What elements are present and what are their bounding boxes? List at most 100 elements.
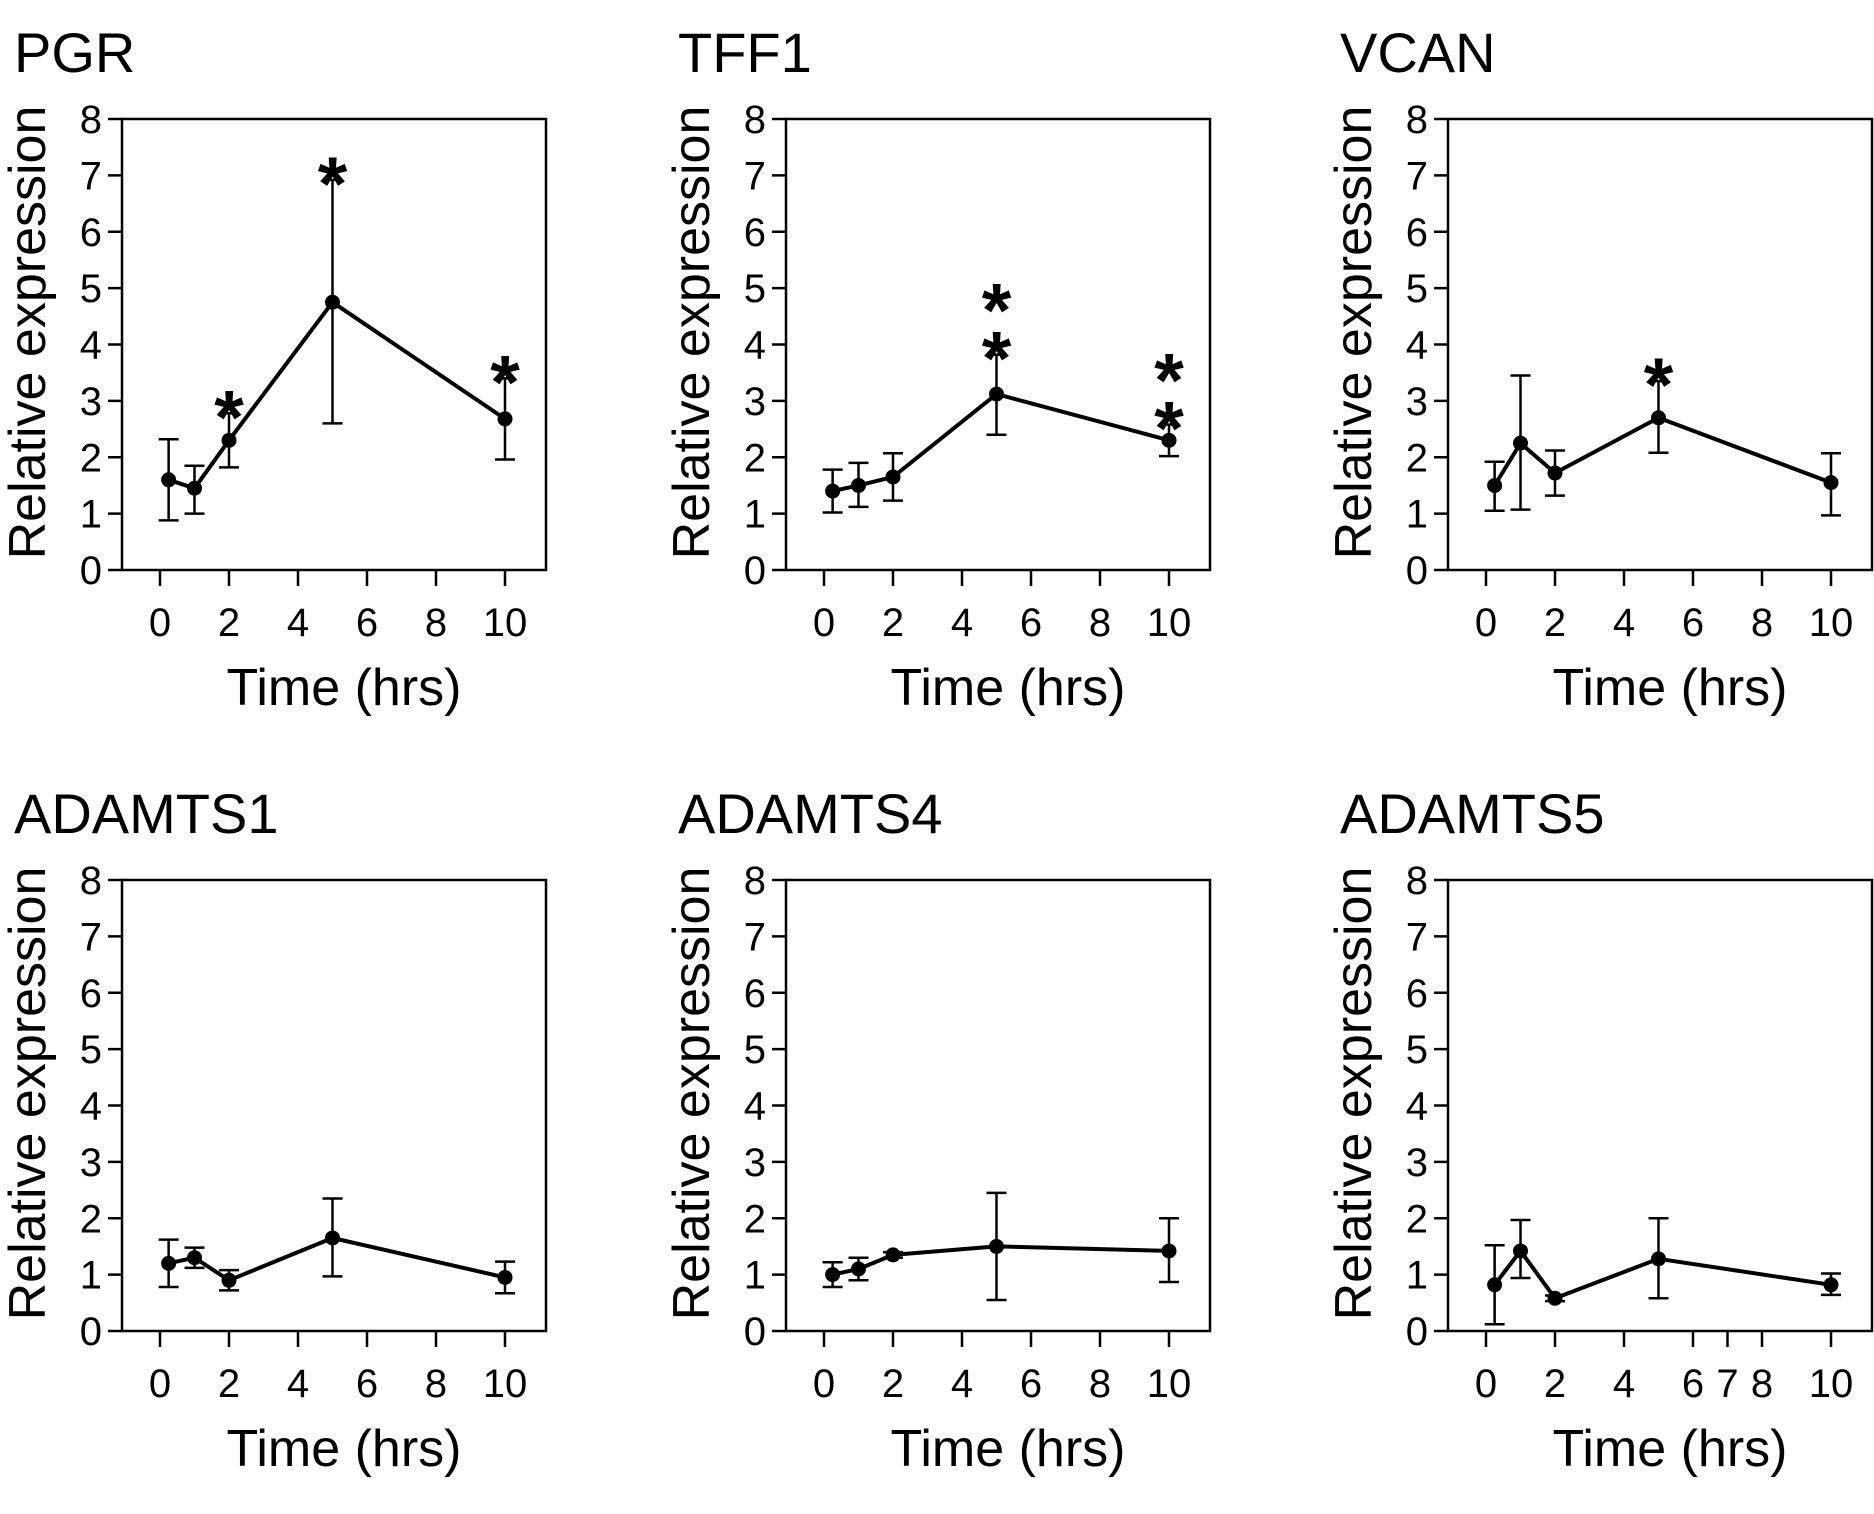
y-tick-label: 1 (744, 493, 766, 537)
significance-asterisk: * (490, 340, 520, 425)
y-tick-label: 6 (744, 211, 766, 255)
panel-title: TFF1 (678, 21, 812, 84)
y-tick-label: 3 (1406, 1141, 1428, 1185)
data-point (1651, 410, 1666, 426)
panel-adamts1: ADAMTS1 0 1 2 3 4 5 6 7 8 0 2 4 6 8 10 Time (hrs) Relativ… (0, 782, 548, 1478)
significance-asterisk: * (1154, 387, 1184, 472)
y-tick-label: 4 (1406, 324, 1428, 368)
significance-asterisk: * (982, 317, 1012, 402)
data-point (1487, 1277, 1503, 1293)
data-point (1161, 432, 1177, 448)
y-tick-label: 3 (80, 380, 102, 424)
x-axis-label: Time (hrs) (891, 659, 1126, 717)
plot-frame (120, 878, 548, 1333)
y-tick-label: 5 (1406, 1028, 1428, 1072)
y-tick-label: 6 (744, 972, 766, 1016)
y-tick-label: 6 (1406, 211, 1428, 255)
x-tick-label: 10 (483, 601, 528, 645)
y-tick-label: 2 (1406, 436, 1428, 480)
significance-asterisk: * (318, 142, 348, 227)
y-tick-label: 1 (80, 493, 102, 537)
significance-asterisk: * (214, 375, 244, 460)
data-point (1513, 435, 1528, 451)
y-axis-label: Relative expression (0, 867, 57, 1321)
y-tick-label: 1 (1406, 1254, 1428, 1298)
data-point (161, 1255, 177, 1271)
y-tick-label: 8 (1406, 859, 1428, 903)
y-axis-label: Relative expression (663, 106, 721, 560)
y-tick-label: 8 (80, 98, 102, 142)
x-tick-label: 2 (1544, 601, 1566, 645)
data-point (325, 1230, 340, 1246)
data-point (885, 1247, 901, 1263)
x-tick-label: 10 (483, 1362, 528, 1406)
data-point (1651, 1251, 1666, 1267)
panel-pgr: PGR 0 1 2 3 4 5 6 7 8 0 2 4 6 8 10 Time (hrs) Relative ex… (0, 21, 548, 717)
y-tick-label: 8 (744, 98, 766, 142)
data-point (1547, 465, 1563, 481)
x-tick-label: 2 (882, 601, 904, 645)
y-tick-label: 5 (1406, 267, 1428, 311)
y-tick-label: 4 (744, 1085, 766, 1129)
x-tick-label: 6 (356, 1362, 378, 1406)
x-tick-label: 0 (813, 1362, 835, 1406)
y-tick-label: 4 (744, 324, 766, 368)
y-axis-label: Relative expression (663, 867, 721, 1321)
y-axis-label: Relative expression (1325, 106, 1383, 560)
x-tick-label: 0 (149, 1362, 171, 1406)
x-tick-label: 6 (1020, 601, 1042, 645)
panel-tff1: TFF1 0 1 2 3 4 5 6 7 8 0 2 4 6 8 10 Time (hrs) Relative e… (663, 21, 1212, 717)
x-tick-label: 0 (149, 601, 171, 645)
data-point (187, 1250, 202, 1266)
x-tick-label: 10 (1809, 601, 1854, 645)
y-tick-label: 5 (744, 267, 766, 311)
x-tick-label: 4 (1613, 601, 1635, 645)
data-point (1161, 1243, 1177, 1259)
data-point (885, 469, 901, 485)
y-tick-label: 7 (1406, 915, 1428, 959)
data-point (825, 1267, 841, 1283)
panel-title: ADAMTS1 (14, 782, 279, 845)
y-tick-label: 4 (80, 324, 102, 368)
x-axis-label: Time (hrs) (227, 1420, 462, 1478)
y-tick-label: 1 (80, 1254, 102, 1298)
data-point (1513, 1243, 1528, 1259)
y-tick-label: 0 (744, 1310, 766, 1354)
data-point (1547, 1290, 1563, 1306)
x-tick-label: 8 (1751, 1362, 1773, 1406)
y-tick-label: 5 (80, 1028, 102, 1072)
y-tick-label: 2 (744, 1197, 766, 1241)
y-tick-label: 3 (744, 1141, 766, 1185)
data-point (497, 1269, 513, 1285)
data-point (1823, 475, 1839, 491)
y-tick-label: 5 (80, 267, 102, 311)
series-line (168, 1236, 506, 1283)
y-tick-label: 8 (80, 859, 102, 903)
x-tick-label: 2 (218, 1362, 240, 1406)
y-tick-label: 6 (1406, 972, 1428, 1016)
y-axis-label: Relative expression (0, 106, 57, 560)
y-tick-label: 2 (1406, 1197, 1428, 1241)
data-point (851, 1261, 866, 1277)
data-point (187, 480, 202, 496)
series-line (832, 392, 1170, 494)
x-tick-label: 4 (1613, 1362, 1635, 1406)
x-tick-label: 4 (951, 601, 973, 645)
y-tick-label: 2 (744, 436, 766, 480)
panel-title: ADAMTS4 (678, 782, 943, 845)
x-tick-label: 2 (882, 1362, 904, 1406)
x-axis-label: Time (hrs) (1553, 659, 1788, 717)
y-tick-label: 0 (80, 549, 102, 593)
x-tick-label: 4 (951, 1362, 973, 1406)
x-tick-label: 8 (1751, 601, 1773, 645)
x-tick-label: 4 (287, 601, 309, 645)
y-tick-label: 6 (80, 211, 102, 255)
x-tick-label: 6 (356, 601, 378, 645)
y-tick-label: 1 (744, 1254, 766, 1298)
x-tick-label: 10 (1147, 601, 1192, 645)
y-axis-label: Relative expression (1325, 867, 1383, 1321)
y-tick-label: 3 (744, 380, 766, 424)
x-tick-label: 10 (1147, 1362, 1192, 1406)
